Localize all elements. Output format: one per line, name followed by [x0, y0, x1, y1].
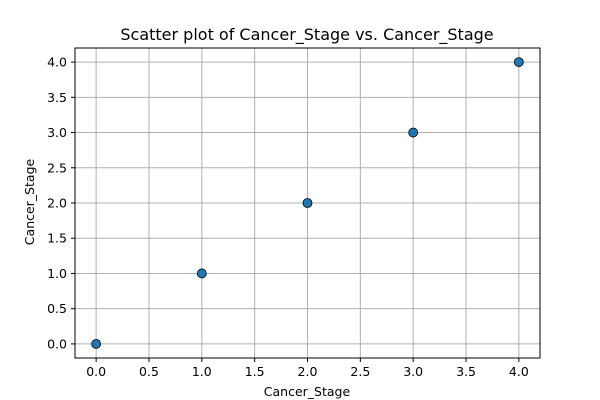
data-point [513, 57, 524, 67]
data-points [91, 57, 524, 349]
y-tick-label: 2.5 [47, 160, 67, 175]
x-tick-label: 4.0 [509, 364, 529, 379]
x-tick-label: 2.0 [298, 364, 318, 379]
y-tick-label: 1.0 [47, 266, 67, 281]
x-tick-label: 3.0 [403, 364, 423, 379]
x-axis-label: Cancer_Stage [264, 384, 351, 399]
x-tick-label: 1.0 [192, 364, 212, 379]
x-tick-label: 0.5 [139, 364, 159, 379]
x-tick-label: 1.5 [245, 364, 265, 379]
y-tick-label: 3.5 [47, 90, 67, 105]
data-point [302, 198, 313, 208]
data-point [196, 268, 207, 279]
x-tick-label: 2.5 [350, 364, 370, 379]
y-axis-label: Cancer_Stage [22, 159, 37, 246]
y-tick-label: 4.0 [47, 55, 67, 70]
data-point [408, 127, 419, 138]
data-point [91, 339, 102, 349]
y-tick-label: 1.5 [47, 231, 67, 246]
x-tick-label: 0.0 [86, 364, 106, 379]
chart-title: Scatter plot of Cancer_Stage vs. Cancer_… [120, 25, 493, 45]
x-tick-label: 3.5 [456, 364, 476, 379]
y-tick-label: 0.0 [47, 336, 67, 351]
y-tick-label: 3.0 [47, 125, 67, 140]
axis-ticks: 0.0 0.5 1.0 1.5 2.0 2.5 3.0 3.5 4.0 0.0 0.5 1.0 1.5 2… [47, 55, 529, 379]
y-tick-label: 2.0 [47, 196, 67, 211]
y-tick-label: 0.5 [47, 301, 67, 316]
